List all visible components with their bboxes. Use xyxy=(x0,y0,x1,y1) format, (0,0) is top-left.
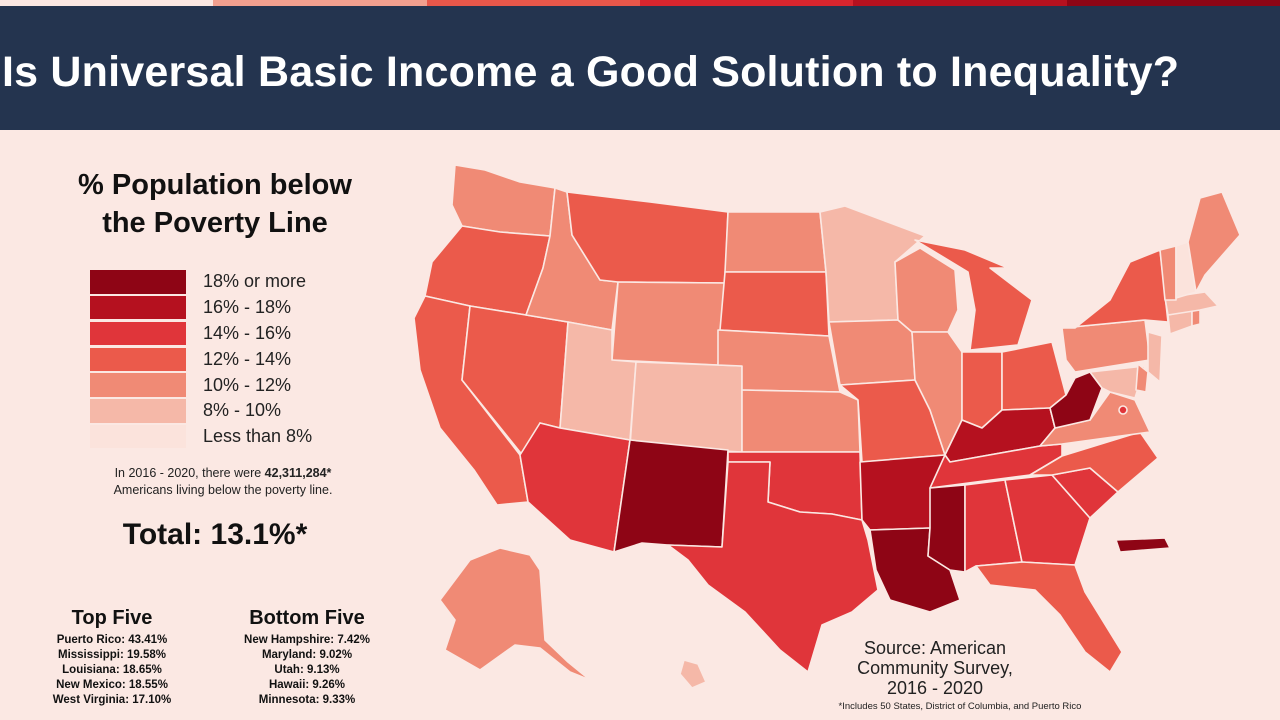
legend-label: 10% - 12% xyxy=(203,374,292,395)
state-ND xyxy=(724,211,827,273)
top-five-item: New Mexico: 18.55% xyxy=(56,679,168,691)
stripe-segment-1 xyxy=(0,0,214,6)
bottom-five-list: Bottom Five New Hampshire: 7.42% Marylan… xyxy=(222,607,392,708)
state-DC xyxy=(1118,405,1128,415)
state-NJ xyxy=(1147,331,1163,383)
state-MS xyxy=(927,484,966,573)
page-title: Is Universal Basic Income a Good Solutio… xyxy=(2,48,1180,96)
legend-swatch xyxy=(90,347,186,372)
legend-label: 8% - 10% xyxy=(203,400,282,421)
title-banner: Is Universal Basic Income a Good Solutio… xyxy=(0,6,1280,130)
legend-label: 12% - 14% xyxy=(203,348,292,369)
legend-label: 18% or more xyxy=(203,271,307,292)
stripe-segment-3 xyxy=(426,0,640,6)
poverty-count-prefix: In 2016 - 2020, there were xyxy=(114,466,265,480)
state-WI xyxy=(894,247,959,333)
legend-swatch xyxy=(90,321,186,346)
state-GA xyxy=(1004,474,1091,566)
state-NY xyxy=(1061,249,1169,329)
stripe-segment-6 xyxy=(1066,0,1280,6)
bottom-five-item: Utah: 9.13% xyxy=(274,664,340,676)
legend-item: 16% - 18% xyxy=(90,295,312,321)
state-MI xyxy=(914,239,1033,351)
bottom-five-item: Maryland: 9.02% xyxy=(261,649,353,661)
poverty-count-line-1: In 2016 - 2020, there were 42,311,284* xyxy=(40,465,406,482)
source-line-3: 2016 - 2020 xyxy=(886,678,984,698)
poverty-count-note: In 2016 - 2020, there were 42,311,284* A… xyxy=(40,465,406,499)
state-AZ xyxy=(519,422,631,553)
stripe-segment-5 xyxy=(853,0,1067,6)
top-five-item: West Virginia: 17.10% xyxy=(52,694,172,706)
legend-label: 14% - 16% xyxy=(203,322,292,343)
state-HI xyxy=(679,659,707,689)
source-line-1: Source: American xyxy=(863,638,1007,658)
legend-swatch xyxy=(90,424,186,449)
state-PR xyxy=(1115,537,1171,553)
total-percentage: Total: 13.1%* xyxy=(122,518,308,551)
bottom-five-item: Minnesota: 9.33% xyxy=(258,694,356,706)
state-AK xyxy=(439,547,591,681)
us-poverty-map xyxy=(413,164,1241,689)
poverty-count-line-2: Americans living below the poverty line. xyxy=(113,483,333,497)
top-five-item: Mississippi: 19.58% xyxy=(57,649,167,661)
legend-swatch xyxy=(90,373,186,397)
state-NM xyxy=(613,439,729,553)
state-RI xyxy=(1191,309,1201,327)
top-five-item: Louisiana: 18.65% xyxy=(62,664,162,676)
state-WY xyxy=(611,281,726,366)
state-TX xyxy=(667,461,879,673)
source-credit: Source: American Community Survey, 2016 … xyxy=(830,638,1040,698)
state-SD xyxy=(719,271,830,337)
state-ME xyxy=(1187,191,1241,293)
bottom-five-item: Hawaii: 9.26% xyxy=(268,679,346,691)
legend-item: 10% - 12% xyxy=(90,372,312,398)
stripe-segment-2 xyxy=(213,0,427,6)
legend-title-line-1: % Population below xyxy=(78,169,352,201)
state-WA xyxy=(451,164,556,237)
legend-item: Less than 8% xyxy=(90,424,312,450)
legend-title: % Population below the Poverty Line xyxy=(40,166,390,242)
legend-item: 14% - 16% xyxy=(90,321,312,347)
legend-swatch xyxy=(90,399,186,423)
bottom-five-title: Bottom Five xyxy=(249,607,365,629)
top-five-item: Puerto Rico: 43.41% xyxy=(56,634,168,646)
legend-label: 16% - 18% xyxy=(203,297,292,318)
source-line-2: Community Survey, xyxy=(857,658,1013,678)
legend-item: 12% - 14% xyxy=(90,346,312,372)
top-five-list: Top Five Puerto Rico: 43.41% Mississippi… xyxy=(32,607,192,708)
poverty-count-value: 42,311,284* xyxy=(264,466,332,480)
legend-title-line-2: the Poverty Line xyxy=(102,207,328,239)
state-IA xyxy=(828,319,916,386)
state-VT xyxy=(1159,245,1177,301)
footnote: *Includes 50 States, District of Columbi… xyxy=(838,701,1082,712)
state-NC xyxy=(1029,431,1159,493)
state-OH xyxy=(1001,341,1067,411)
top-color-stripe xyxy=(0,0,1280,6)
legend-swatch xyxy=(90,270,186,294)
state-DE xyxy=(1135,363,1149,393)
top-five-title: Top Five xyxy=(71,607,153,629)
state-MD xyxy=(1089,365,1146,399)
map-legend: 18% or more 16% - 18% 14% - 16% 12% - 14… xyxy=(90,269,312,450)
state-FL xyxy=(975,561,1123,673)
legend-item: 18% or more xyxy=(90,269,312,295)
legend-item: 8% - 10% xyxy=(90,398,312,424)
legend-label: Less than 8% xyxy=(203,426,313,447)
state-CO xyxy=(629,361,743,453)
bottom-five-item: New Hampshire: 7.42% xyxy=(244,634,370,646)
legend-swatch xyxy=(90,295,186,320)
state-KS xyxy=(741,389,861,453)
stripe-segment-4 xyxy=(639,0,854,6)
